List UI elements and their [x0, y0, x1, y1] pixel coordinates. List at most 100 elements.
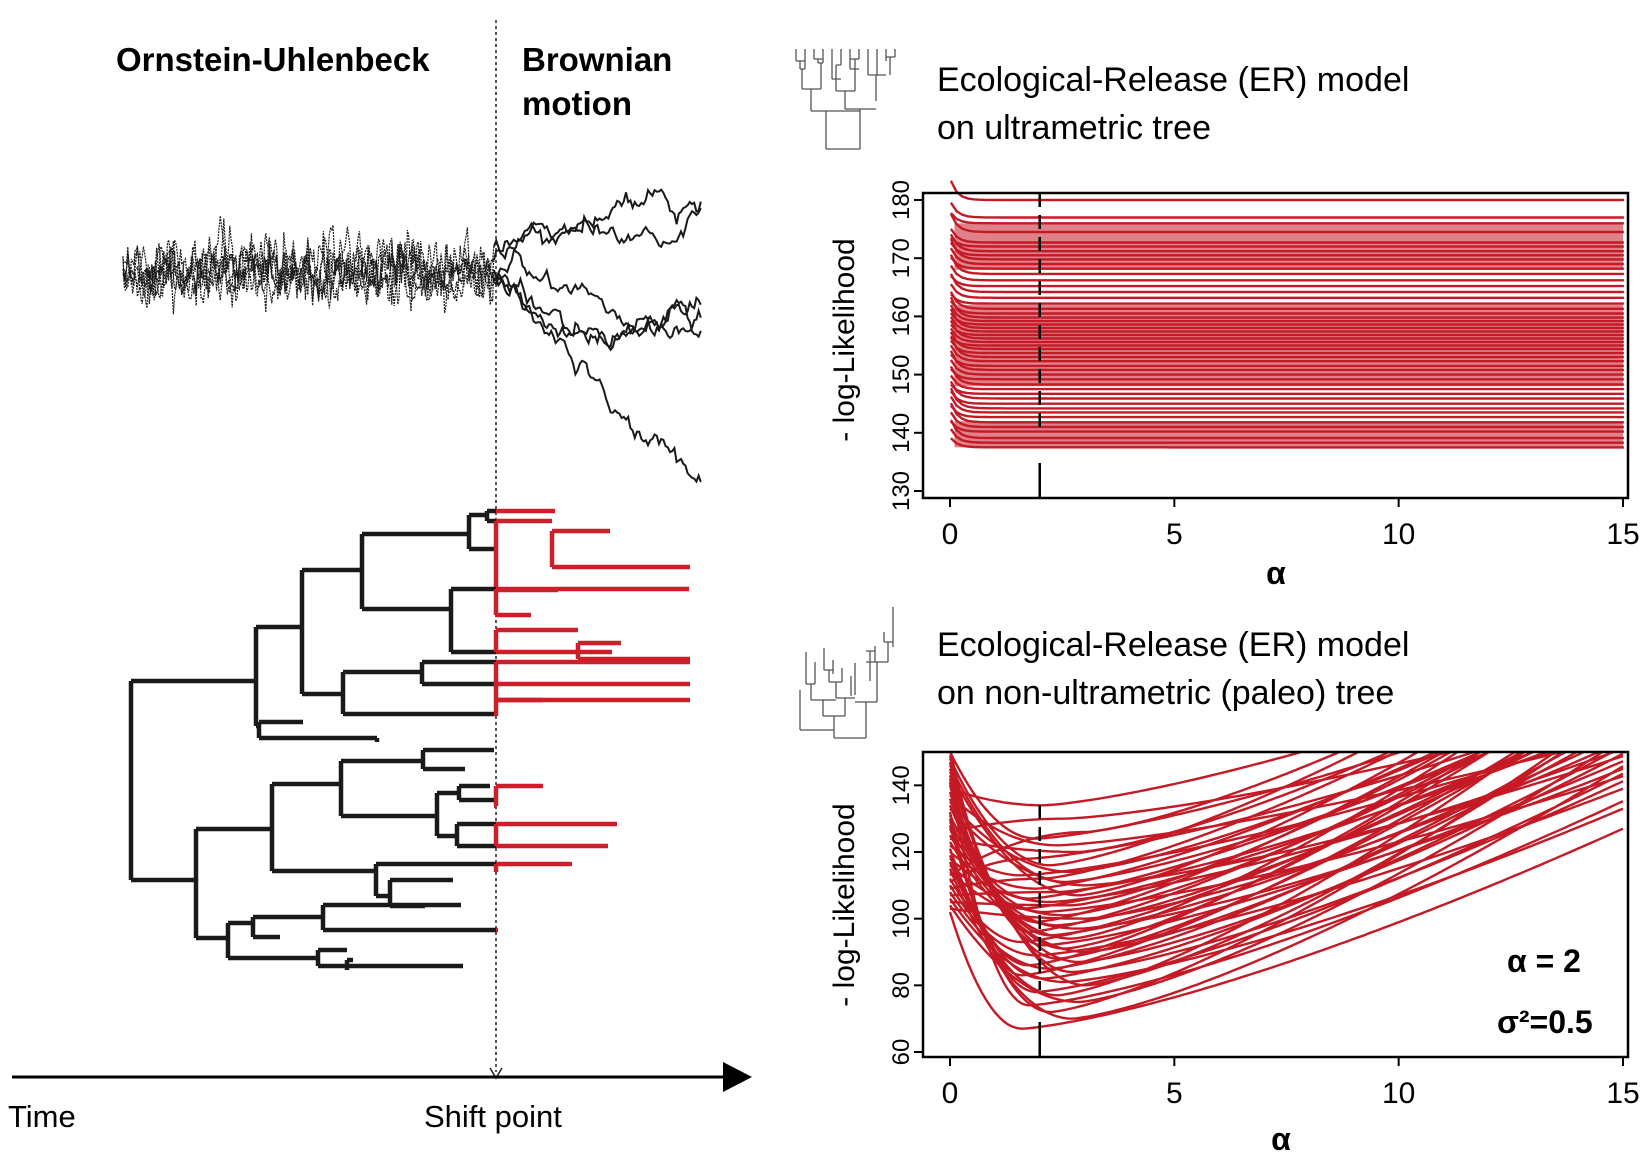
likelihood-curve: [948, 752, 1536, 927]
y-tick-label: 140: [888, 413, 915, 453]
x-tick-label: 15: [1606, 518, 1639, 551]
likelihood-curve: [950, 383, 1624, 395]
top-chart-frame: [921, 191, 1630, 500]
phylogenetic-tree: [128, 508, 690, 970]
dense-curve-band: [954, 421, 1623, 448]
bm-trace: [493, 207, 702, 261]
likelihood-curve: [948, 752, 1460, 940]
y-tick-label: 60: [888, 1039, 915, 1066]
likelihood-curve: [949, 752, 1454, 907]
top-chart-xlabel: α: [1266, 555, 1286, 591]
likelihood-curve: [949, 273, 1624, 294]
likelihood-curve: [949, 807, 1624, 984]
likelihood-curve: [949, 752, 1445, 874]
likelihood-curve: [949, 752, 1456, 834]
right-bottom-panel: Ecological-Release (ER) model on non-ult…: [799, 607, 1640, 1157]
bottom-chart-curves: [948, 752, 1624, 1030]
y-tick-label: 130: [888, 471, 915, 511]
y-tick-label: 170: [888, 238, 915, 278]
likelihood-curve: [949, 387, 1624, 410]
likelihood-curve: [949, 752, 1478, 884]
ou-trace: [122, 227, 495, 312]
likelihood-curve: [949, 752, 1399, 890]
likelihood-curve: [949, 752, 1566, 847]
bottom-chart-frame: [921, 750, 1630, 1059]
likelihood-curve: [948, 752, 1492, 950]
alpha-annotation: α = 2: [1507, 943, 1581, 979]
likelihood-curve: [949, 390, 1624, 405]
bottom-chart-axes: 60 80 100 120 140 0 5 10 15: [888, 765, 1640, 1110]
bm-trace: [493, 271, 702, 484]
right-top-panel: Ecological-Release (ER) model on ultrame…: [795, 49, 1640, 591]
likelihood-curve: [949, 752, 1602, 920]
likelihood-curve: [948, 752, 1537, 910]
y-tick-label: 140: [888, 765, 915, 805]
dense-curve-band: [954, 223, 1623, 270]
top-chart-title-line1: Ecological-Release (ER) model: [937, 61, 1409, 99]
ou-trace: [122, 218, 495, 315]
x-tick-label: 0: [942, 518, 959, 551]
bottom-chart-title-line1: Ecological-Release (ER) model: [937, 626, 1409, 664]
top-chart-title-line2: on ultrametric tree: [937, 109, 1211, 147]
time-label: Time: [8, 1099, 76, 1134]
likelihood-curve: [948, 827, 1624, 1030]
bm-heading-line1: Brownian: [522, 41, 672, 78]
bottom-chart-title-line2: on non-ultrametric (paleo) tree: [937, 674, 1394, 712]
likelihood-curve: [949, 395, 1624, 414]
likelihood-curve: [948, 755, 1624, 947]
likelihood-curve: [949, 254, 1624, 276]
x-tick-label: 5: [1166, 518, 1183, 551]
bm-trace: [493, 269, 702, 352]
bm-trace: [493, 273, 702, 348]
x-tick-label: 5: [1166, 1077, 1183, 1110]
bm-trace: [493, 237, 702, 333]
ou-heading: Ornstein-Uhlenbeck: [116, 41, 430, 78]
likelihood-curve: [949, 752, 1393, 854]
top-chart-ylabel: - log-Likelihood: [828, 238, 861, 441]
ultrametric-tree-icon: [795, 49, 896, 150]
likelihood-curve: [948, 772, 1624, 994]
sigma-annotation: σ²=0.5: [1497, 1004, 1593, 1040]
likelihood-curve: [949, 380, 1624, 400]
x-tick-label: 10: [1382, 1077, 1415, 1110]
likelihood-curve: [949, 752, 1343, 877]
bm-trace: [493, 187, 702, 282]
ou-traces: [122, 215, 495, 315]
top-chart-curves: [949, 180, 1624, 449]
paleo-tree-icon: [799, 607, 894, 739]
likelihood-curve: [948, 752, 1615, 980]
likelihood-curve: [949, 180, 1624, 202]
bottom-chart-xlabel: α: [1271, 1121, 1291, 1157]
ou-trace: [122, 225, 495, 305]
likelihood-curve: [948, 752, 1421, 897]
likelihood-curve: [948, 752, 1587, 937]
y-tick-label: 150: [888, 355, 915, 395]
bm-heading-line2: motion: [522, 85, 632, 122]
y-tick-label: 100: [888, 899, 915, 939]
x-tick-label: 15: [1606, 1077, 1639, 1110]
dense-curve-band: [954, 304, 1623, 387]
likelihood-curve: [949, 404, 1624, 419]
likelihood-curve: [949, 752, 1306, 807]
likelihood-curve: [949, 752, 1618, 904]
left-panel: Ornstein-Uhlenbeck Brownian motion Time …: [8, 20, 752, 1134]
bottom-chart-ylabel: - log-Likelihood: [828, 803, 861, 1006]
y-tick-label: 160: [888, 296, 915, 336]
y-tick-label: 120: [888, 832, 915, 872]
likelihood-curve: [949, 752, 1439, 890]
top-chart-axes: 130 140 150 160 170 180 0 5 10 15: [888, 180, 1640, 551]
y-tick-label: 80: [888, 972, 915, 999]
likelihood-curve: [950, 275, 1624, 288]
likelihood-curve: [948, 774, 1624, 914]
x-tick-label: 10: [1382, 518, 1415, 551]
likelihood-curve: [949, 264, 1624, 282]
likelihood-curve: [949, 283, 1624, 299]
likelihood-curve: [948, 787, 1624, 957]
likelihood-curve: [949, 202, 1624, 219]
likelihood-curve: [949, 374, 1624, 391]
y-tick-label: 180: [888, 180, 915, 220]
bm-traces: [493, 187, 702, 484]
likelihood-curve: [948, 768, 1624, 974]
shift-point-label: Shift point: [424, 1099, 562, 1134]
